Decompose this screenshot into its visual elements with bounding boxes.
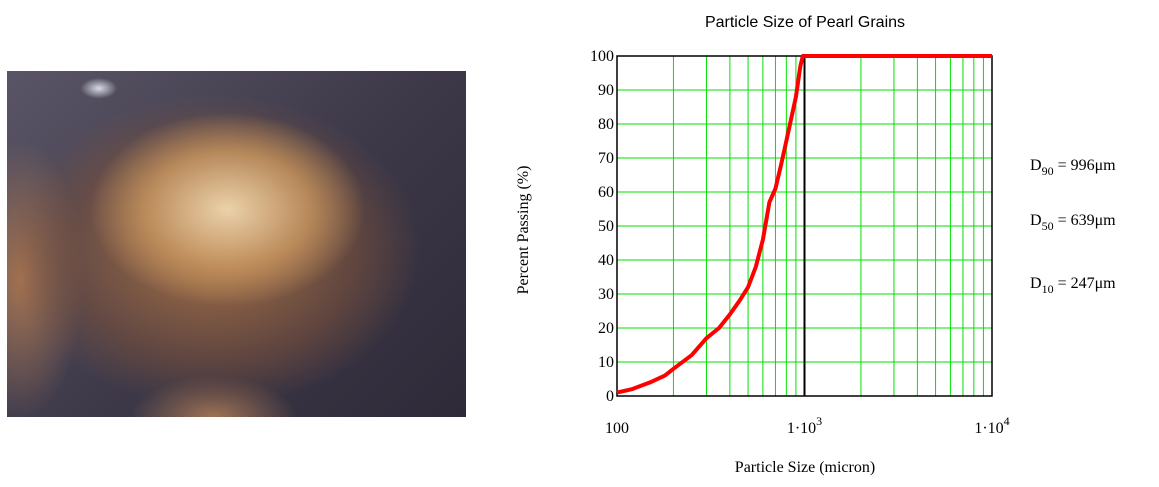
chart-title: Particle Size of Pearl Grains [705,14,905,31]
annotation-subscript: 10 [1042,282,1054,296]
photo [7,71,466,417]
x-tick-label-base: 1·10 [974,420,1003,437]
y-axis-label: Percent Passing (%) [515,166,532,295]
y-tick-label: 50 [598,218,614,235]
y-tick-label: 20 [598,320,614,337]
annotation-subscript: 90 [1042,164,1054,178]
x-tick-label-exponent: 3 [816,414,822,428]
annotation-text: = 996μm [1054,157,1117,174]
y-tick-label: 80 [598,116,614,133]
y-tick-label: 70 [598,150,614,167]
y-tick-label: 90 [598,82,614,99]
annotation-subscript: 50 [1042,219,1054,233]
x-axis-label: Particle Size (micron) [735,459,875,476]
data-line [616,54,992,395]
y-tick-label: 100 [590,48,614,65]
x-tick-label-base: 1·10 [787,420,816,437]
y-tick-label: 60 [598,184,614,201]
x-tick-label: 1·104 [974,414,1009,437]
y-tick-label: 40 [598,252,614,269]
y-tick-label: 30 [598,286,614,303]
annotation-symbol: D [1030,157,1042,174]
x-tick-label: 1·103 [787,414,822,437]
annotation: D10 = 247μm [1030,275,1116,296]
x-tick-label: 100 [605,420,629,437]
annotation-symbol: D [1030,212,1042,229]
annotation-text: = 247μm [1054,275,1117,292]
annotation-text: = 639μm [1054,212,1117,229]
y-tick-label: 10 [598,354,614,371]
x-tick-label-exponent: 4 [1004,414,1010,428]
y-tick-label: 0 [606,388,614,405]
annotation: D90 = 996μm [1030,157,1116,178]
annotation: D50 = 639μm [1030,212,1116,233]
annotation-symbol: D [1030,275,1042,292]
